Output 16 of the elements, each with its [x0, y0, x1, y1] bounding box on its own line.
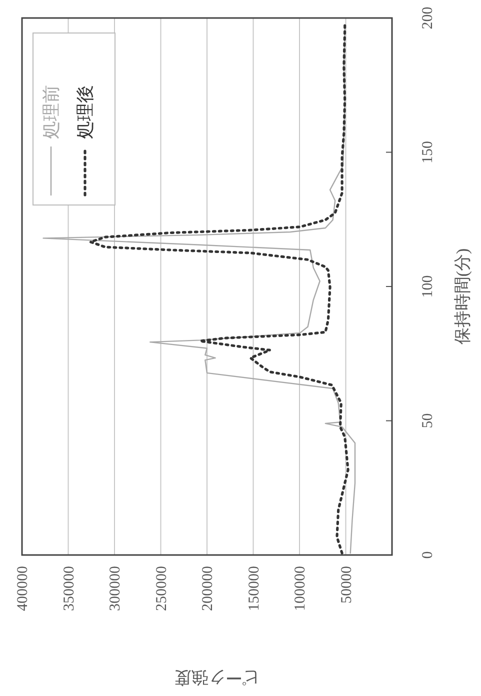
x-tick-label: 350000	[61, 566, 78, 611]
x-tick-label: 300000	[108, 566, 124, 611]
legend: 処理前 処理後	[32, 32, 116, 206]
y-tick-label: 200	[420, 6, 436, 30]
y-tick-label: 50	[420, 413, 436, 428]
x-tick-label: 50000	[338, 566, 355, 604]
y-tick-label: 100	[420, 275, 436, 298]
x-tick-label: 150000	[246, 566, 262, 611]
x-tick-label: 400000	[15, 566, 31, 611]
x-tick-label: 250000	[154, 566, 170, 611]
x-axis-title: ピーク強度	[174, 668, 260, 687]
x-tick-label: 200000	[200, 566, 216, 611]
y-axis-title: 保持時間(分)	[453, 248, 472, 345]
y-tick-label: 150	[420, 141, 436, 164]
x-tick-label: 100000	[292, 566, 308, 611]
y-tick-label: 0	[420, 551, 436, 559]
